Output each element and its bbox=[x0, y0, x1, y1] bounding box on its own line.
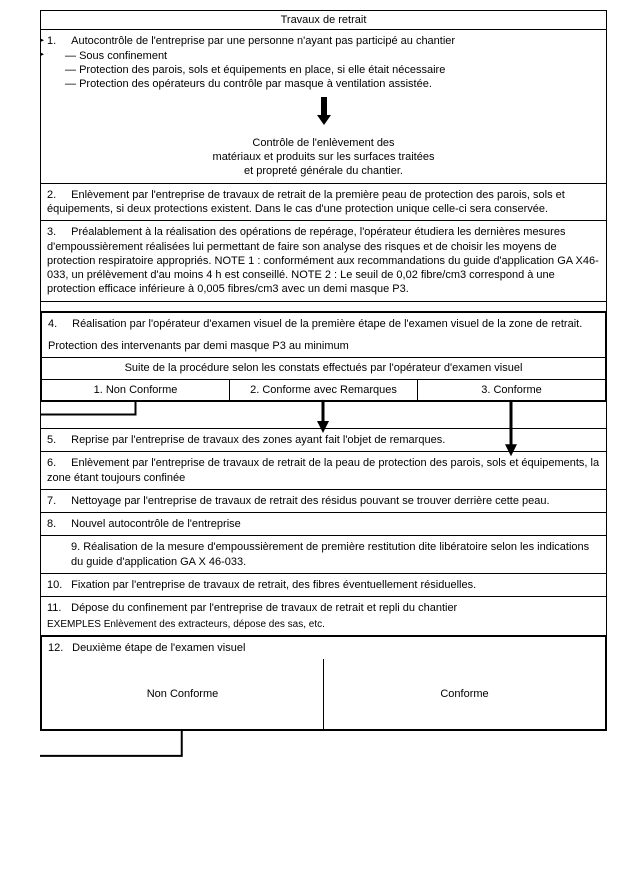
step-4-outcomes: 1. Non Conforme 2. Conforme avec Remarqu… bbox=[42, 379, 605, 400]
step-3-num: 3. bbox=[47, 225, 65, 239]
step-10-text: Fixation par l'entreprise de travaux de … bbox=[71, 579, 476, 591]
step-11-num: 11. bbox=[47, 601, 65, 615]
outcome-conforme: 3. Conforme bbox=[417, 380, 605, 400]
outcome-non-conforme: 1. Non Conforme bbox=[42, 380, 229, 400]
step-12-num: 12. bbox=[48, 641, 66, 655]
step-1-c2: matériaux et produits sur les surfaces t… bbox=[213, 151, 435, 163]
step-3: 3. Préalablement à la réalisation des op… bbox=[41, 221, 606, 301]
step-1-c1: Contrôle de l'enlèvement des bbox=[252, 137, 394, 149]
step-5-num: 5. bbox=[47, 433, 65, 447]
step-7: 7. Nettoyage par l'entreprise de travaux… bbox=[41, 490, 606, 513]
step-10: 10. Fixation par l'entreprise de travaux… bbox=[41, 574, 606, 597]
step-4-header: Suite de la procédure selon les constats… bbox=[42, 357, 605, 378]
step-8: 8. Nouvel autocontrôle de l'entreprise bbox=[41, 513, 606, 536]
step-10-num: 10. bbox=[47, 578, 65, 592]
step-7-num: 7. bbox=[47, 494, 65, 508]
step-2: 2. Enlèvement par l'entreprise de travau… bbox=[41, 184, 606, 222]
step-5: 5. Reprise par l'entreprise de travaux d… bbox=[41, 429, 606, 452]
flowchart-main: Travaux de retrait 1. Autocontrôle de l'… bbox=[40, 10, 607, 731]
step-12-text: Deuxième étape de l'examen visuel bbox=[72, 642, 245, 654]
step-4-num: 4. bbox=[48, 317, 66, 331]
step-1: 1. Autocontrôle de l'entreprise par une … bbox=[41, 30, 606, 183]
step-7-text: Nettoyage par l'entreprise de travaux de… bbox=[71, 495, 549, 507]
step-1-b2: Protection des parois, sols et équipemen… bbox=[47, 63, 600, 77]
step-8-num: 8. bbox=[47, 517, 65, 531]
step-4-box: 4. Réalisation par l'opérateur d'examen … bbox=[40, 311, 607, 402]
title-text: Travaux de retrait bbox=[281, 14, 367, 26]
arrow-gap bbox=[41, 401, 606, 429]
step-2-text: Enlèvement par l'entreprise de travaux d… bbox=[47, 189, 565, 215]
title-bar: Travaux de retrait bbox=[41, 11, 606, 30]
outcome-conforme-remarques: 2. Conforme avec Remarques bbox=[229, 380, 417, 400]
step-12-outcomes: Non Conforme Conforme bbox=[42, 659, 605, 729]
step-6-text: Enlèvement par l'entreprise de travaux d… bbox=[47, 457, 599, 483]
step-3-text: Préalablement à la réalisation des opéra… bbox=[47, 226, 599, 295]
step-1-c3: et propreté générale du chantier. bbox=[244, 165, 403, 177]
step-6-num: 6. bbox=[47, 456, 65, 470]
step-11: 11. Dépose du confinement par l'entrepri… bbox=[41, 597, 606, 635]
step-2-num: 2. bbox=[47, 188, 65, 202]
step-11-examples: EXEMPLES Enlèvement des extracteurs, dép… bbox=[47, 618, 600, 631]
step-12-conforme: Conforme bbox=[323, 659, 605, 729]
step-1-b1: Sous confinement bbox=[47, 49, 600, 63]
step-8-text: Nouvel autocontrôle de l'entreprise bbox=[71, 518, 241, 530]
step-4-p2: Protection des intervenants par demi mas… bbox=[48, 340, 349, 352]
step-1-b3: Protection des opérateurs du contrôle pa… bbox=[47, 77, 600, 91]
step-6: 6. Enlèvement par l'entreprise de travau… bbox=[41, 452, 606, 490]
step-1-num: 1. bbox=[47, 34, 65, 48]
step-12-box: 12. Deuxième étape de l'examen visuel No… bbox=[40, 635, 607, 731]
step-12-non-conforme: Non Conforme bbox=[42, 659, 323, 729]
down-arrow-icon bbox=[317, 97, 331, 125]
step-1-text: Autocontrôle de l'entreprise par une per… bbox=[71, 35, 455, 47]
step-5-text: Reprise par l'entreprise de travaux des … bbox=[71, 434, 445, 446]
step-9-text: 9. Réalisation de la mesure d'empoussièr… bbox=[71, 541, 589, 567]
step-4-text: Réalisation par l'opérateur d'examen vis… bbox=[72, 318, 582, 330]
step-9: 9. Réalisation de la mesure d'empoussièr… bbox=[41, 536, 606, 574]
step-11-text: Dépose du confinement par l'entreprise d… bbox=[71, 602, 457, 614]
